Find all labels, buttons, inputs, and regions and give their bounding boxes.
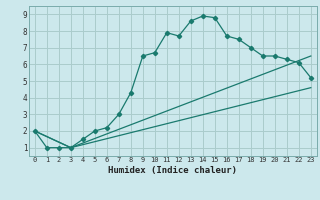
- X-axis label: Humidex (Indice chaleur): Humidex (Indice chaleur): [108, 166, 237, 175]
